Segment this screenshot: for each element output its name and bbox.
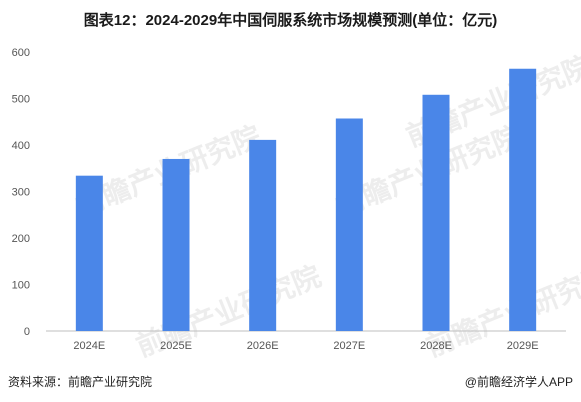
- bar-chart: 0 100 200 300 400 500 600 2024E 2025E 2026E 2027E 2…: [12, 47, 566, 352]
- x-tick-label: 2024E: [73, 340, 105, 352]
- bar-2025E: [162, 158, 190, 331]
- y-tick-label: 600: [12, 47, 30, 59]
- x-tick-label: 2028E: [420, 340, 452, 352]
- bar-2026E: [249, 139, 277, 331]
- credit-note: @前瞻经济学人APP: [464, 375, 573, 389]
- x-tick-label: 2026E: [247, 340, 279, 352]
- source-note: 资料来源：前瞻产业研究院: [8, 375, 153, 389]
- bar-2024E: [75, 175, 103, 331]
- x-tick-label: 2027E: [333, 340, 365, 352]
- y-tick-label: 0: [24, 326, 30, 338]
- y-tick-label: 200: [12, 233, 30, 245]
- x-tick-label: 2029E: [507, 340, 539, 352]
- bar-2028E: [422, 94, 450, 331]
- x-tick-label: 2025E: [160, 340, 192, 352]
- bar-2029E: [509, 68, 537, 332]
- chart-title: 图表12：2024-2029年中国伺服系统市场规模预测(单位：亿元): [83, 12, 498, 29]
- y-tick-label: 500: [12, 94, 30, 106]
- y-tick-label: 100: [12, 280, 30, 292]
- y-tick-label: 300: [12, 187, 30, 199]
- bar-2027E: [335, 118, 363, 332]
- y-tick-label: 400: [12, 140, 30, 152]
